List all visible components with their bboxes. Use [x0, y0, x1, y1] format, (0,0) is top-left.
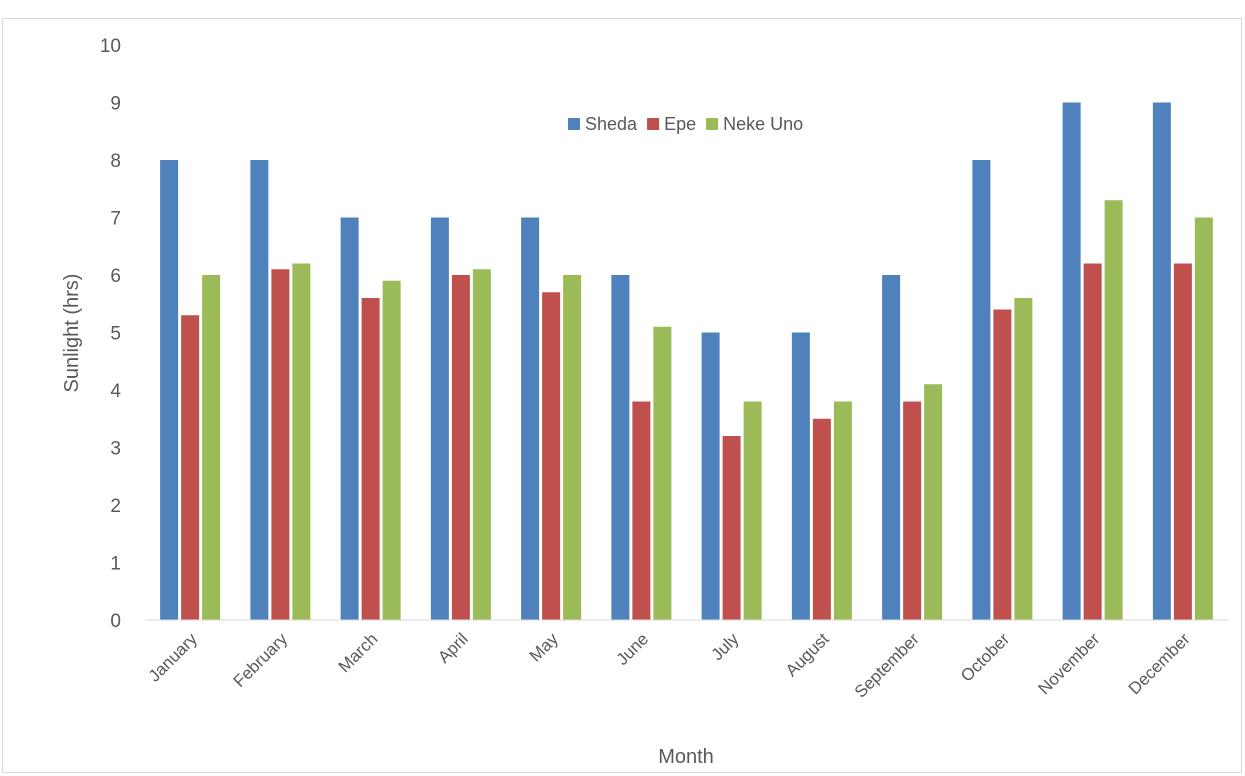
bar-neke-uno-february: [292, 263, 311, 620]
bar-sheda-february: [250, 160, 269, 620]
bar-neke-uno-november: [1104, 200, 1123, 620]
legend-label: Sheda: [585, 114, 638, 134]
bar-epe-september: [903, 401, 922, 620]
x-tick-label: January: [145, 629, 202, 686]
bar-neke-uno-august: [833, 401, 852, 620]
bar-sheda-april: [430, 217, 449, 620]
y-axis-label: Sunlight (hrs): [61, 274, 83, 393]
legend-swatch: [706, 118, 719, 130]
x-axis-ticks: January February March April May June July Augu…: [145, 629, 1194, 702]
bar-sheda-june: [611, 275, 630, 620]
x-tick-label: May: [526, 629, 562, 665]
bar-sheda-december: [1152, 102, 1171, 620]
legend-swatch: [568, 118, 580, 130]
bar-epe-april: [451, 275, 470, 620]
bar-neke-uno-july: [743, 401, 762, 620]
bar-epe-january: [181, 315, 200, 620]
bar-neke-uno-april: [472, 269, 491, 620]
x-tick-label: June: [613, 629, 653, 669]
x-tick-label: February: [230, 629, 292, 691]
bar-epe-march: [361, 298, 380, 620]
bars: [160, 102, 1213, 620]
x-tick-label: August: [782, 629, 833, 680]
bar-sheda-january: [160, 160, 179, 620]
bar-sheda-november: [1062, 102, 1081, 620]
bar-neke-uno-september: [924, 384, 943, 620]
y-tick-label: 4: [110, 381, 121, 402]
bar-epe-august: [812, 418, 831, 620]
legend-swatch: [647, 118, 660, 130]
legend: Sheda Epe Neke Uno: [568, 114, 803, 134]
bar-sheda-october: [972, 160, 991, 620]
legend-label: Epe: [664, 114, 696, 134]
bar-neke-uno-may: [563, 275, 582, 620]
legend-label: Neke Uno: [723, 114, 803, 134]
y-tick-label: 5: [110, 324, 121, 345]
bar-sheda-july: [701, 332, 720, 620]
bar-neke-uno-june: [653, 326, 672, 620]
bar-epe-june: [632, 401, 651, 620]
bar-epe-july: [722, 436, 741, 620]
y-tick-label: 10: [100, 36, 121, 57]
y-tick-label: 1: [110, 554, 121, 575]
x-tick-label: July: [708, 629, 743, 664]
bar-epe-february: [271, 269, 290, 620]
y-axis-ticks: 0 1 2 3 4 5 6 7 8 9 10: [100, 36, 122, 632]
bar-neke-uno-october: [1014, 298, 1033, 620]
bar-epe-october: [993, 309, 1012, 620]
y-tick-label: 0: [110, 611, 121, 632]
x-tick-label: November: [1035, 629, 1104, 698]
x-tick-label: March: [335, 629, 382, 676]
y-tick-label: 2: [110, 496, 121, 517]
y-tick-label: 8: [110, 151, 121, 172]
bar-sheda-may: [521, 217, 540, 620]
bar-epe-november: [1083, 263, 1102, 620]
y-tick-label: 3: [110, 439, 121, 460]
bar-epe-may: [542, 292, 561, 620]
bar-sheda-march: [340, 217, 359, 620]
bar-sheda-august: [791, 332, 810, 620]
y-tick-label: 7: [110, 209, 121, 230]
x-tick-label: December: [1125, 629, 1194, 698]
bar-epe-december: [1173, 263, 1192, 620]
x-tick-label: April: [434, 629, 471, 666]
y-tick-label: 9: [110, 94, 121, 115]
x-tick-label: October: [957, 629, 1013, 685]
bar-sheda-september: [882, 275, 901, 620]
x-axis-label: Month: [658, 746, 714, 768]
y-tick-label: 6: [110, 266, 121, 287]
bar-neke-uno-december: [1194, 217, 1213, 620]
bar-neke-uno-march: [382, 280, 401, 620]
x-tick-label: September: [851, 629, 923, 701]
bar-neke-uno-january: [202, 275, 221, 620]
